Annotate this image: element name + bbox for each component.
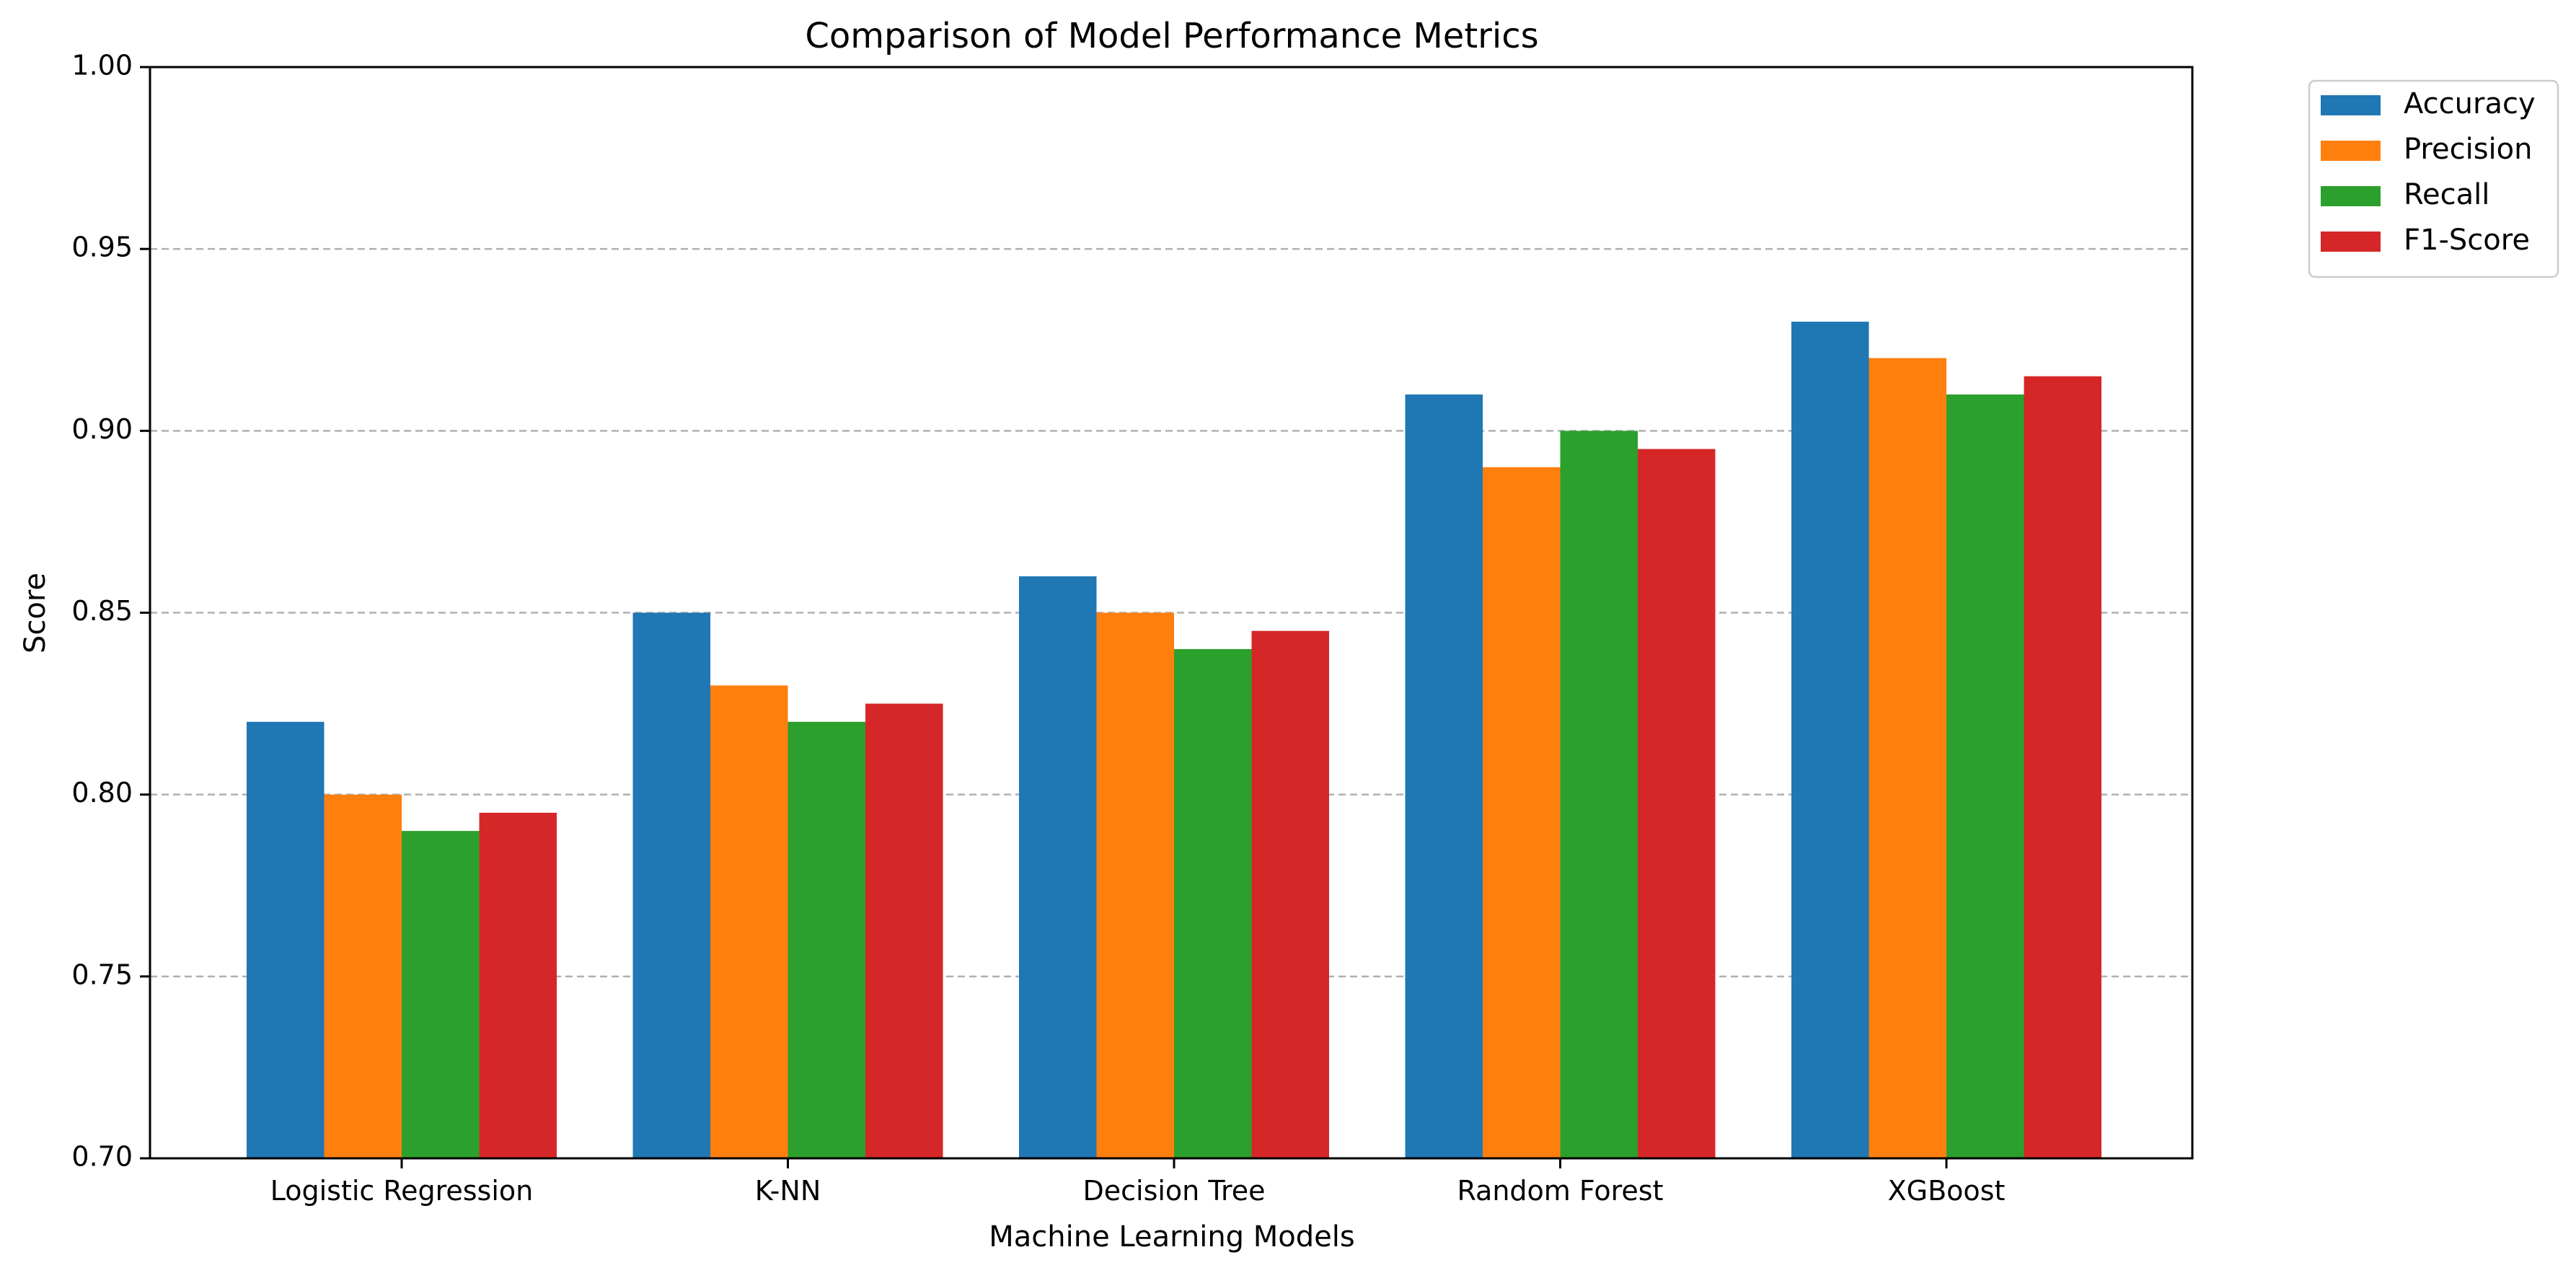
bar-accuracy [1019, 576, 1097, 1158]
bar-accuracy [632, 612, 710, 1158]
bar-recall [1560, 431, 1638, 1158]
bar-precision [710, 685, 788, 1158]
legend-swatch-accuracy [2321, 95, 2381, 115]
bar-accuracy [1791, 322, 1869, 1158]
bar-f1-score [2024, 376, 2101, 1158]
legend-label-recall: Recall [2404, 178, 2489, 211]
legend-label-precision: Precision [2404, 133, 2532, 166]
bar-f1-score [865, 703, 943, 1158]
y-tick-label: 1.00 [71, 50, 133, 82]
legend-label-f1-score: F1-Score [2404, 224, 2530, 257]
x-axis: Logistic Regression K-NN Decision Tree Rand… [270, 1158, 2006, 1207]
legend-swatch-precision [2321, 141, 2381, 161]
x-tick-label: XGBoost [1888, 1175, 2006, 1207]
bar-precision [1096, 612, 1174, 1158]
y-axis: 0.70 0.75 0.80 0.85 0.90 0.95 1.00 [71, 50, 150, 1173]
bar-precision [324, 794, 402, 1158]
legend-swatch-recall [2321, 186, 2381, 206]
bar-recall [788, 721, 865, 1158]
bar-accuracy [247, 721, 325, 1158]
bar-recall [402, 831, 480, 1158]
y-tick-label: 0.80 [71, 777, 133, 809]
bar-precision [1869, 358, 1946, 1158]
x-axis-label: Machine Learning Models [989, 1220, 1354, 1254]
bars-layer [247, 322, 2101, 1158]
chart-title: Comparison of Model Performance Metrics [805, 16, 1538, 56]
bar-recall [1174, 648, 1252, 1158]
x-tick-label: Logistic Regression [270, 1175, 534, 1207]
bar-recall [1946, 394, 2024, 1158]
bar-accuracy [1405, 394, 1483, 1158]
y-tick-label: 0.90 [71, 413, 133, 445]
y-tick-label: 0.95 [71, 232, 133, 263]
bar-precision [1483, 467, 1561, 1158]
x-tick-label: Decision Tree [1082, 1175, 1265, 1207]
bar-f1-score [479, 812, 557, 1158]
bar-f1-score [1638, 449, 1716, 1158]
x-tick-label: K-NN [755, 1175, 821, 1207]
y-tick-label: 0.70 [71, 1141, 133, 1173]
bar-f1-score [1251, 630, 1329, 1158]
y-tick-label: 0.85 [71, 595, 133, 627]
legend-frame [2308, 79, 2559, 278]
y-axis-label: Score [19, 573, 52, 653]
x-tick-label: Random Forest [1457, 1175, 1663, 1207]
legend-swatch-f1-score [2321, 232, 2381, 252]
legend: Accuracy Precision Recall F1-Score [2308, 79, 2559, 278]
legend-label-accuracy: Accuracy [2404, 87, 2536, 120]
y-tick-label: 0.75 [71, 959, 133, 990]
